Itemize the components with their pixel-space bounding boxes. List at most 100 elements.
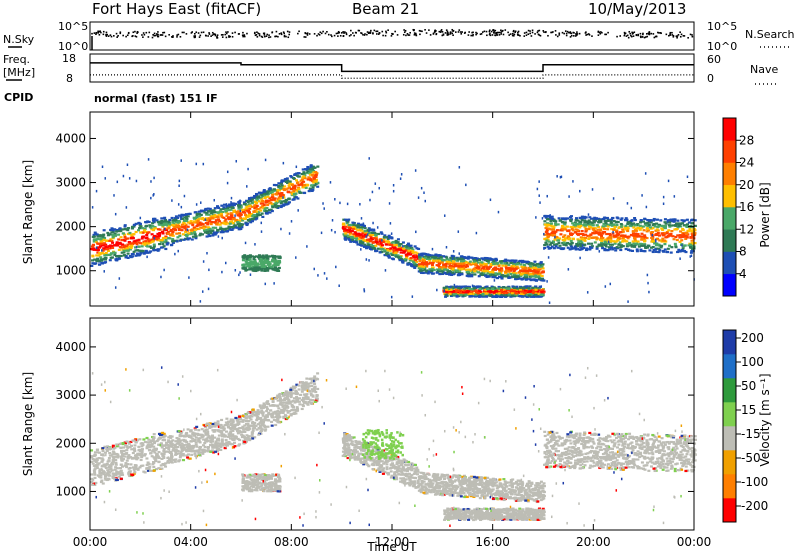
power-cell bbox=[436, 257, 440, 260]
power-cell bbox=[275, 193, 279, 196]
power-cell bbox=[213, 214, 217, 218]
power-cell bbox=[510, 261, 514, 264]
power-cell bbox=[533, 272, 537, 276]
power-cell bbox=[425, 270, 429, 273]
power-cell bbox=[274, 200, 278, 203]
power-cell bbox=[427, 253, 431, 257]
power-cell bbox=[455, 295, 459, 298]
power-sparse-cell bbox=[420, 186, 423, 190]
noise-sky-point bbox=[519, 34, 521, 37]
power-cell bbox=[556, 223, 560, 226]
noise-sky-point bbox=[354, 31, 357, 34]
noise-sky-point bbox=[357, 29, 360, 32]
power-cell bbox=[679, 230, 683, 233]
noise-sky-point bbox=[390, 35, 393, 37]
power-cell bbox=[489, 274, 493, 277]
noise-sky-point bbox=[407, 34, 410, 36]
power-cell bbox=[620, 234, 624, 237]
power-cell bbox=[515, 287, 519, 290]
power-cell bbox=[407, 248, 411, 251]
power-cell bbox=[113, 228, 117, 231]
power-sparse-cell bbox=[254, 243, 256, 246]
power-cell bbox=[164, 239, 168, 242]
power-cell bbox=[643, 240, 647, 243]
noise-sky-point bbox=[342, 35, 345, 37]
power-cell bbox=[261, 191, 265, 194]
noise-sky-point bbox=[326, 30, 328, 33]
power-cell bbox=[371, 233, 375, 237]
power-cell bbox=[617, 226, 621, 229]
power-cell bbox=[239, 204, 243, 207]
power-cell bbox=[255, 207, 259, 211]
power-cell bbox=[578, 248, 582, 251]
power-cell bbox=[382, 238, 386, 241]
power-cell bbox=[118, 245, 122, 249]
power-cell bbox=[573, 231, 577, 234]
power-cell bbox=[684, 237, 688, 241]
power-cell bbox=[595, 247, 599, 250]
power-cell bbox=[202, 209, 206, 213]
power-cell bbox=[629, 243, 633, 247]
power-cell bbox=[266, 211, 270, 214]
power-cell bbox=[278, 187, 282, 190]
noise-panel: 10^5 10^0 10^5 10^0 N.Sky N.Search bbox=[3, 20, 795, 53]
power-cell bbox=[240, 226, 244, 229]
noise-sky-point bbox=[263, 34, 266, 36]
power-cell bbox=[388, 249, 392, 252]
power-cell bbox=[204, 217, 208, 220]
power-cell bbox=[247, 197, 251, 200]
power-cell bbox=[472, 260, 476, 263]
power-cell bbox=[579, 240, 583, 243]
noise-sky-point bbox=[153, 34, 156, 37]
power-cell bbox=[468, 269, 472, 272]
power-cell bbox=[596, 228, 600, 231]
noise-sky-point bbox=[534, 33, 536, 35]
power-cell bbox=[245, 259, 249, 262]
power-cell bbox=[597, 221, 601, 224]
power-cell bbox=[556, 246, 560, 249]
power-cell bbox=[123, 224, 127, 227]
power-cell bbox=[666, 250, 670, 254]
power-cell bbox=[170, 243, 174, 246]
noise-sky-point bbox=[191, 31, 193, 33]
power-cell bbox=[174, 215, 178, 218]
power-cell bbox=[347, 226, 351, 229]
power-cell bbox=[466, 291, 470, 294]
power-cell bbox=[471, 261, 475, 265]
power-cell bbox=[667, 219, 671, 222]
power-cell bbox=[510, 275, 514, 278]
power-cell bbox=[515, 263, 519, 266]
power-cell bbox=[370, 228, 374, 231]
power-cell bbox=[606, 225, 610, 228]
power-sparse-cell bbox=[465, 183, 467, 187]
power-cell bbox=[443, 271, 447, 274]
power-cell bbox=[138, 227, 142, 230]
power-cell bbox=[449, 266, 453, 270]
power-sparse-cell bbox=[549, 214, 551, 217]
noise-right-tick-bottom: 10^0 bbox=[707, 40, 737, 53]
power-cell bbox=[552, 247, 556, 250]
power-cell bbox=[412, 262, 416, 265]
power-cell bbox=[685, 231, 689, 234]
noise-sky-point bbox=[283, 32, 285, 35]
noise-sky-point bbox=[211, 31, 214, 34]
power-sparse-cell bbox=[331, 219, 334, 222]
noise-sky-point bbox=[115, 32, 118, 35]
power-cell bbox=[309, 170, 313, 173]
power-cell bbox=[235, 210, 239, 213]
power-cell bbox=[311, 168, 315, 171]
power-cell bbox=[451, 286, 455, 289]
power-cell bbox=[205, 228, 209, 231]
power-cell bbox=[135, 239, 139, 242]
power-sparse-cell bbox=[226, 181, 229, 185]
power-cell bbox=[184, 217, 188, 220]
noise-sky-point bbox=[350, 34, 352, 36]
power-cell bbox=[636, 243, 640, 246]
power-cell bbox=[363, 234, 367, 237]
power-cell bbox=[250, 220, 254, 223]
cpid-text: normal (fast) 151 IF bbox=[94, 92, 218, 105]
power-cell bbox=[604, 224, 608, 227]
power-cell bbox=[371, 231, 375, 235]
power-cell bbox=[201, 223, 205, 226]
power-cell bbox=[126, 232, 130, 235]
